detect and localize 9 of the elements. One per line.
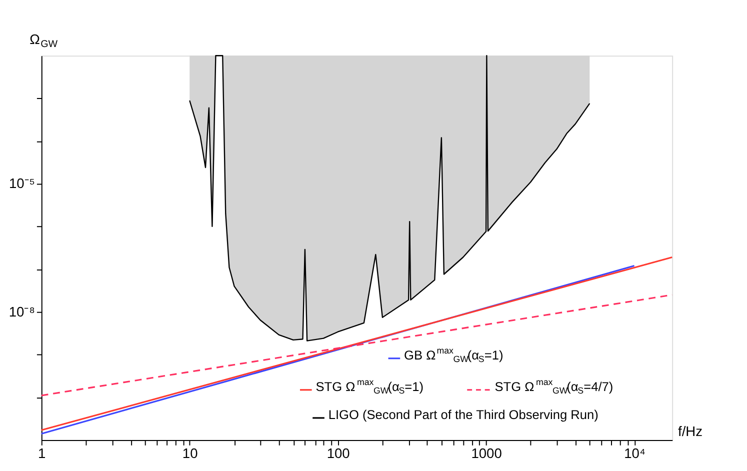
x-tick-label: 1 (38, 446, 46, 462)
y-tick-label: 10⁻⁵ (8, 176, 35, 192)
legend-label: LIGO (Second Part of the Third Observing Run) (328, 406, 598, 422)
x-tick-label: 10⁴ (624, 446, 646, 462)
x-tick-label: 10 (182, 446, 198, 462)
x-tick-label: 100 (326, 446, 350, 462)
y-tick-label: 10⁻⁸ (8, 304, 35, 320)
x-axis-title: f/Hz (678, 424, 703, 440)
x-tick-label: 1000 (471, 446, 502, 462)
